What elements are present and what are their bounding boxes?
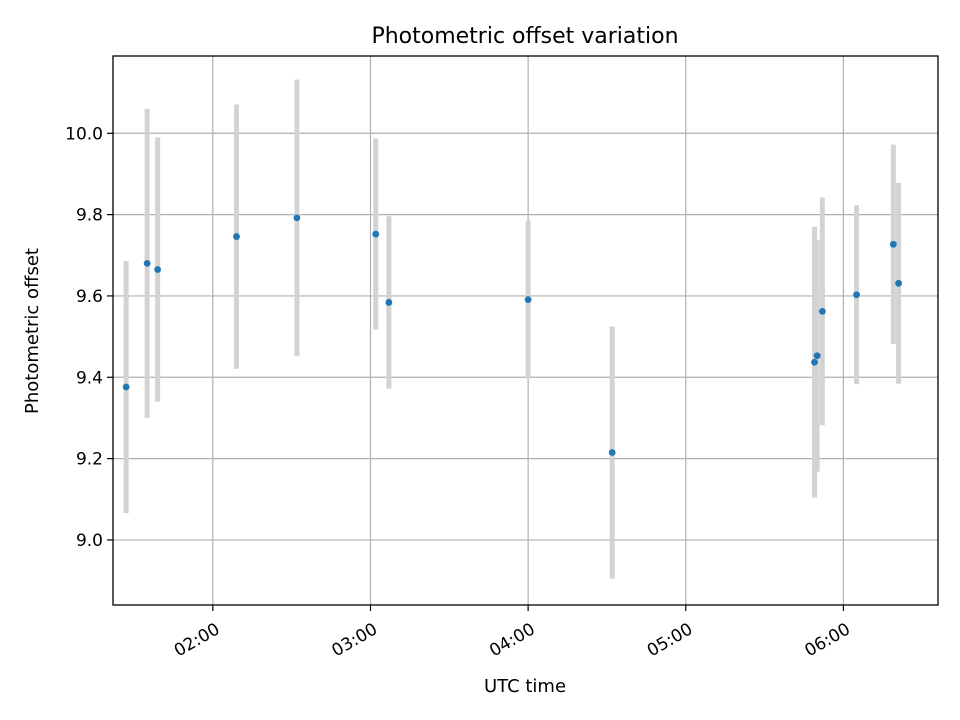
x-axis-label: UTC time xyxy=(484,676,566,697)
y-axis-label: Photometric offset xyxy=(22,248,43,414)
y-tick-label: 9.4 xyxy=(76,368,103,388)
data-point xyxy=(895,279,902,287)
data-point xyxy=(122,383,130,391)
data-points xyxy=(122,214,902,456)
y-tick-label: 9.2 xyxy=(76,450,103,470)
y-tick-label: 9.6 xyxy=(76,287,103,307)
data-point xyxy=(811,358,818,366)
y-tick-label: 9.8 xyxy=(76,206,103,226)
plot-background xyxy=(113,56,938,605)
chart-title: Photometric offset variation xyxy=(371,24,678,49)
data-point xyxy=(372,230,380,238)
data-point xyxy=(293,214,301,222)
plot-area xyxy=(112,55,939,606)
y-axis: 9.0 9.2 9.4 9.6 9.8 10.0 xyxy=(65,124,113,551)
data-point xyxy=(608,449,616,456)
y-tick-label: 9.0 xyxy=(76,531,103,551)
data-point xyxy=(853,291,860,299)
data-point xyxy=(889,240,897,248)
data-point xyxy=(143,260,151,267)
data-point xyxy=(385,299,393,306)
data-point xyxy=(524,296,532,303)
data-point xyxy=(233,233,240,240)
data-point xyxy=(813,352,821,360)
data-point xyxy=(154,266,162,273)
plot-frame xyxy=(112,55,939,606)
data-point xyxy=(818,307,826,315)
y-tick-label: 10.0 xyxy=(65,124,103,144)
gridlines xyxy=(113,56,938,605)
